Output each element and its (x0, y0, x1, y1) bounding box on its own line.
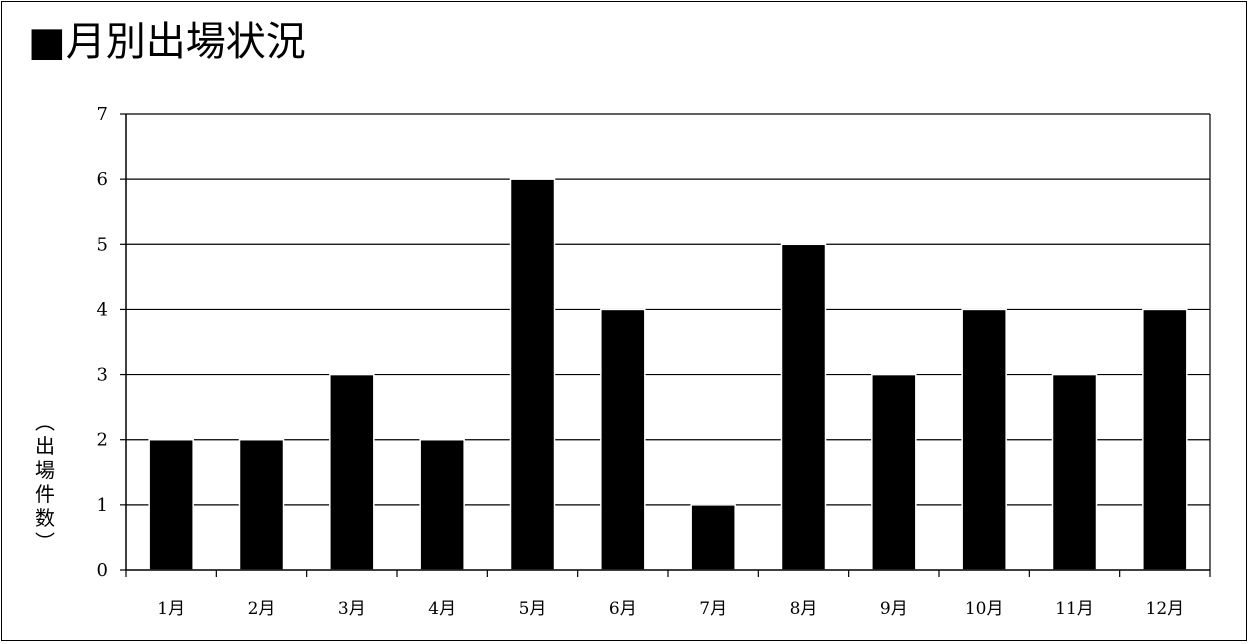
y-tick-label-5: 5 (97, 234, 108, 255)
x-tick-label-5月: 5月 (519, 599, 547, 619)
x-tick-label-10月: 10月 (965, 599, 1004, 619)
x-tick-label-7月: 7月 (699, 599, 727, 619)
y-tick-label-2: 2 (97, 430, 108, 451)
x-tick-label-1月: 1月 (157, 599, 185, 619)
x-tick-label-12月: 12月 (1146, 599, 1185, 619)
bar-5月 (509, 178, 556, 571)
y-tick-label-3: 3 (97, 365, 108, 386)
y-tick-labels: 0 1 2 3 4 5 6 7 (97, 104, 108, 581)
x-tick-label-4月: 4月 (428, 599, 456, 619)
bar-2月 (238, 438, 285, 571)
chart-title: ■月別出場状況 (28, 19, 306, 65)
x-tick-label-8月: 8月 (790, 599, 818, 619)
bar-3月 (329, 373, 375, 571)
gridlines (126, 113, 1210, 506)
x-tick-label-9月: 9月 (880, 599, 908, 619)
bar-1月 (148, 438, 194, 571)
y-tick-label-6: 6 (97, 169, 108, 190)
bar-12月 (1142, 308, 1188, 571)
y-tick-label-4: 4 (97, 299, 108, 320)
axes (120, 113, 1211, 577)
y-tick-label-7: 7 (97, 104, 108, 125)
bar-10月 (961, 308, 1007, 571)
bar-9月 (871, 373, 917, 571)
x-tick-labels: 1月 2月 3月 4月 5月 6月 7月 8月 9月 10月 11月 12月 (157, 599, 1184, 619)
bar-7月 (690, 504, 736, 571)
bar-8月 (780, 243, 827, 571)
x-tick-label-11月: 11月 (1055, 599, 1094, 619)
y-axis-title: ︵ 出 場 件 数 ︶ (35, 410, 55, 554)
x-tick-label-6月: 6月 (609, 599, 637, 619)
bars (148, 178, 1188, 571)
y-tick-label-0: 0 (97, 560, 108, 581)
bar-4月 (419, 438, 465, 571)
bar-6月 (600, 308, 646, 571)
x-tick-label-3月: 3月 (338, 599, 366, 619)
x-tick-label-2月: 2月 (248, 599, 276, 619)
y-tick-label-1: 1 (97, 495, 108, 516)
bar-11月 (1051, 373, 1098, 571)
